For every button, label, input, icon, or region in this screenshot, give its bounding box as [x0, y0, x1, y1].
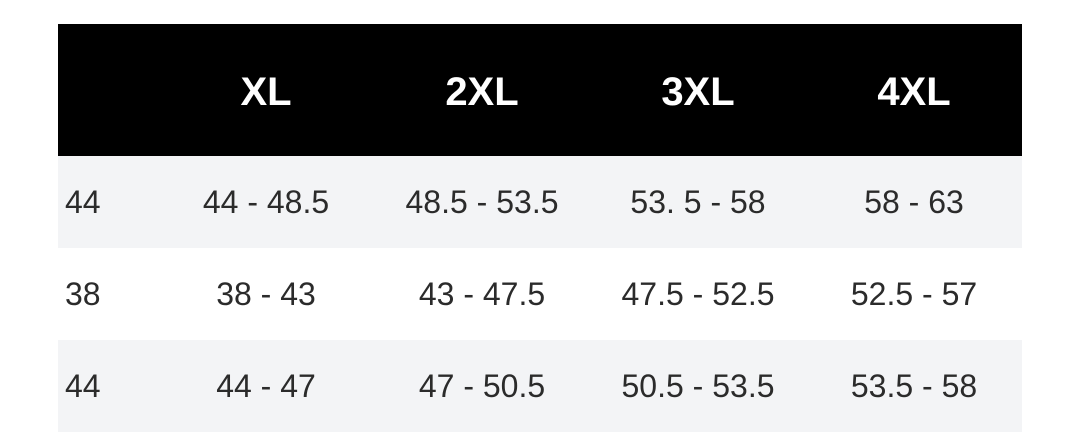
table-cell: 44	[65, 367, 101, 404]
header-cell-2xl: 2XL	[445, 69, 519, 114]
table-cell: 52.5 - 57	[850, 275, 978, 312]
table-cell: 47 - 50.5	[418, 367, 546, 404]
table-cell: 44 - 48.5	[202, 183, 330, 220]
table-row: 44 44 - 47 47 - 50.5 50.5 - 53.5 53.5 - …	[58, 340, 1022, 432]
table-cell: 44	[65, 183, 101, 220]
table-header-row: XL 2XL 3XL 4XL	[58, 24, 1022, 156]
table-cell: 58 - 63	[864, 183, 964, 220]
size-chart-table: XL 2XL 3XL 4XL 44 44 - 48.5 48.5 - 53.5 …	[58, 24, 1022, 432]
table-row: 44 44 - 48.5 48.5 - 53.5 53. 5 - 58 58 -…	[58, 156, 1022, 248]
table-cell: 47.5 - 52.5	[621, 275, 775, 312]
table-cell: 48.5 - 53.5	[405, 183, 559, 220]
header-cell-partial	[58, 88, 158, 92]
table-cell: 44 - 47	[216, 367, 316, 404]
table-cell: 53.5 - 58	[850, 367, 978, 404]
table-cell: 43 - 47.5	[418, 275, 546, 312]
table-row: 38 38 - 43 43 - 47.5 47.5 - 52.5 52.5 - …	[58, 248, 1022, 340]
header-cell-4xl: 4XL	[877, 69, 951, 114]
header-cell-xl: XL	[240, 69, 292, 114]
table-cell: 50.5 - 53.5	[621, 367, 775, 404]
header-cell-3xl: 3XL	[661, 69, 735, 114]
table-cell: 38	[65, 275, 101, 312]
table-cell: 38 - 43	[216, 275, 316, 312]
table-cell: 53. 5 - 58	[630, 183, 766, 220]
